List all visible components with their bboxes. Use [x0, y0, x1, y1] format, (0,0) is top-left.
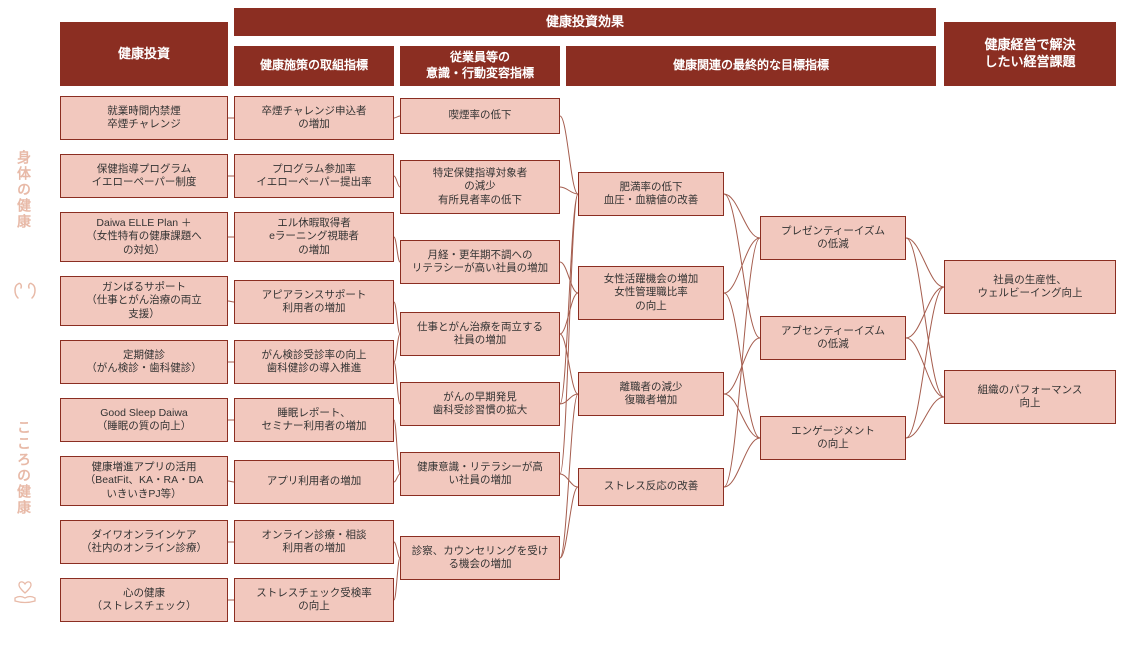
node-c5_1: アブセンティーイズム の低減 [760, 316, 906, 360]
node-c3_6: 診察、カウンセリングを受け る機会の増加 [400, 536, 560, 580]
header-effects-top: 健康投資効果 [234, 8, 936, 36]
side-label-heart: こころの健康 [14, 420, 34, 516]
node-c1_5: Good Sleep Daiwa （睡眠の質の向上） [60, 398, 228, 442]
node-c4_2: 離職者の減少 復職者増加 [578, 372, 724, 416]
node-c2_7: オンライン診療・相談 利用者の増加 [234, 520, 394, 564]
node-c5_0: プレゼンティーイズム の低減 [760, 216, 906, 260]
node-c4_0: 肥満率の低下 血圧・血糖値の改善 [578, 172, 724, 216]
node-c2_5: 睡眠レポート、 セミナー利用者の増加 [234, 398, 394, 442]
node-c2_0: 卒煙チャレンジ申込者 の増加 [234, 96, 394, 140]
header-sub2: 従業員等の 意識・行動変容指標 [400, 46, 560, 86]
heart-hand-icon [12, 580, 38, 609]
node-c4_3: ストレス反応の改善 [578, 468, 724, 506]
node-c3_5: 健康意識・リテラシーが高 い社員の増加 [400, 452, 560, 496]
node-c3_3: 仕事とがん治療を両立する 社員の増加 [400, 312, 560, 356]
node-c3_2: 月経・更年期不調への リテラシーが高い社員の増加 [400, 240, 560, 284]
node-c1_1: 保健指導プログラム イエローペーパー制度 [60, 154, 228, 198]
header-col5: 健康経営で解決 したい経営課題 [944, 22, 1116, 86]
node-c2_2: エル休暇取得者 eラーニング視聴者 の増加 [234, 212, 394, 262]
node-c2_6: アプリ利用者の増加 [234, 460, 394, 504]
muscle-icon [12, 280, 38, 307]
node-c2_3: アピアランスサポート 利用者の増加 [234, 280, 394, 324]
node-c1_8: 心の健康 （ストレスチェック） [60, 578, 228, 622]
node-c1_2: Daiwa ELLE Plan ＋ （女性特有の健康課題へ の対処） [60, 212, 228, 262]
node-c2_1: プログラム参加率 イエローペーパー提出率 [234, 154, 394, 198]
side-label-body: 身体の健康 [14, 150, 34, 230]
node-c5_2: エンゲージメント の向上 [760, 416, 906, 460]
header-sub3: 健康関連の最終的な目標指標 [566, 46, 936, 86]
node-c2_8: ストレスチェック受検率 の向上 [234, 578, 394, 622]
node-c3_1: 特定保健指導対象者 の減少 有所見者率の低下 [400, 160, 560, 214]
node-c6_0: 社員の生産性、 ウェルビーイング向上 [944, 260, 1116, 314]
node-c3_0: 喫煙率の低下 [400, 98, 560, 134]
node-c1_7: ダイワオンラインケア （社内のオンライン診療） [60, 520, 228, 564]
node-c4_1: 女性活躍機会の増加 女性管理職比率 の向上 [578, 266, 724, 320]
header-sub1: 健康施策の取組指標 [234, 46, 394, 86]
header-col1: 健康投資 [60, 22, 228, 86]
node-c6_1: 組織のパフォーマンス 向上 [944, 370, 1116, 424]
header-row: 健康投資 健康投資効果 健康施策の取組指標 従業員等の 意識・行動変容指標 健康… [0, 8, 1125, 86]
node-c1_4: 定期健診 （がん検診・歯科健診） [60, 340, 228, 384]
node-c3_4: がんの早期発見 歯科受診習慣の拡大 [400, 382, 560, 426]
node-c2_4: がん検診受診率の向上 歯科健診の導入推進 [234, 340, 394, 384]
node-c1_0: 就業時間内禁煙 卒煙チャレンジ [60, 96, 228, 140]
node-c1_6: 健康増進アプリの活用 （BeatFit、KA・RA・DA いきいきPJ等） [60, 456, 228, 506]
node-c1_3: ガンばるサポート （仕事とがん治療の両立 支援） [60, 276, 228, 326]
